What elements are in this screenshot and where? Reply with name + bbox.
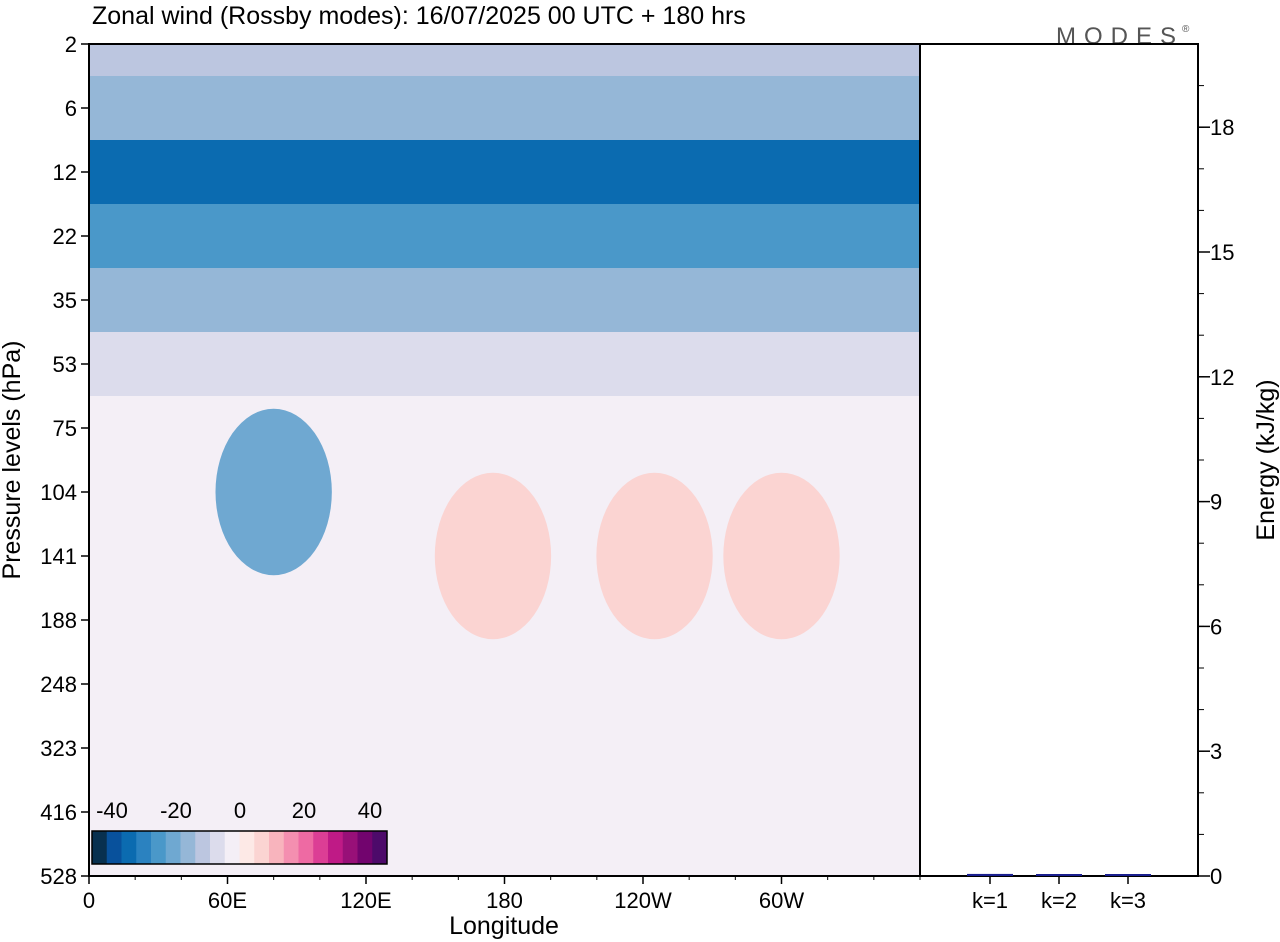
colorbar-cell bbox=[357, 831, 373, 864]
colorbar-label: -40 bbox=[96, 798, 128, 823]
colorbar-cell bbox=[239, 831, 255, 864]
energy-bars: k=1 k=2 k=3 bbox=[967, 873, 1151, 913]
colorbar-label: 40 bbox=[358, 798, 382, 823]
y-tick-label: 22 bbox=[53, 224, 77, 249]
wind-features bbox=[215, 408, 840, 640]
colorbar-frame bbox=[91, 830, 388, 865]
energy-bar-k=1 bbox=[967, 873, 1013, 876]
y-tick-label: 188 bbox=[40, 608, 77, 633]
wind-feature-1 bbox=[215, 408, 332, 576]
energy-tick-label: 3 bbox=[1210, 739, 1222, 764]
colorbar-cell bbox=[269, 831, 285, 864]
wind-band-6 bbox=[89, 76, 920, 140]
colorbar-cell bbox=[254, 831, 270, 864]
energy-tick-label: 6 bbox=[1210, 614, 1222, 639]
y-tick-label: 323 bbox=[40, 736, 77, 761]
x-tick-label: 60W bbox=[759, 888, 804, 913]
wind-band-53 bbox=[89, 332, 920, 396]
x-tick-label: 180 bbox=[486, 888, 523, 913]
wind-band-248 bbox=[89, 652, 920, 716]
modes-logo-mark: ® bbox=[1182, 24, 1190, 35]
energy-x-label: k=1 bbox=[972, 888, 1008, 913]
colorbar-cell bbox=[195, 831, 211, 864]
heatmap-x-axis: 0 60E 120E 180 120W 60W bbox=[83, 876, 921, 913]
wind-band-12 bbox=[89, 140, 920, 204]
x-tick-label: 120E bbox=[340, 888, 391, 913]
y-tick-label: 75 bbox=[53, 416, 77, 441]
wind-feature-3 bbox=[596, 472, 713, 640]
energy-x-label: k=3 bbox=[1110, 888, 1146, 913]
y-tick-label: 2 bbox=[65, 32, 77, 57]
energy-tick-label: 18 bbox=[1210, 115, 1234, 140]
energy-tick-label: 12 bbox=[1210, 365, 1234, 390]
colorbar-label: -20 bbox=[160, 798, 192, 823]
wind-band-75 bbox=[89, 396, 920, 460]
x-tick-label: 60E bbox=[208, 888, 247, 913]
colorbar-cell bbox=[180, 831, 196, 864]
colorbar-cell bbox=[92, 831, 108, 864]
colorbar-cell bbox=[328, 831, 344, 864]
colorbar-cell bbox=[106, 831, 122, 864]
colorbar-cell bbox=[298, 831, 314, 864]
colorbar-cell bbox=[372, 831, 388, 864]
x-tick-label: 120W bbox=[614, 888, 672, 913]
wind-band-323 bbox=[89, 716, 920, 780]
energy-bar-k=3 bbox=[1105, 874, 1151, 876]
colorbar-cell bbox=[165, 831, 181, 864]
y-tick-label: 53 bbox=[53, 352, 77, 377]
energy-panel bbox=[919, 43, 1199, 877]
y-tick-label: 528 bbox=[40, 864, 77, 889]
colorbar-cell bbox=[313, 831, 329, 864]
y-tick-label: 104 bbox=[40, 480, 77, 505]
colorbar-cell bbox=[210, 831, 226, 864]
y-tick-label: 248 bbox=[40, 672, 77, 697]
heatmap-y-label: Pressure levels (hPa) bbox=[0, 341, 26, 580]
colorbar-cell bbox=[283, 831, 299, 864]
energy-y-axis: 0 3 6 9 12 15 18 bbox=[1198, 85, 1234, 889]
energy-y-label: Energy (kJ/kg) bbox=[1252, 379, 1280, 540]
energy-x-label: k=2 bbox=[1041, 888, 1077, 913]
energy-tick-label: 9 bbox=[1210, 490, 1222, 515]
chart-title: Zonal wind (Rossby modes): 16/07/2025 00… bbox=[92, 2, 746, 30]
wind-band-35 bbox=[89, 268, 920, 332]
colorbar-cell bbox=[151, 831, 167, 864]
y-tick-label: 416 bbox=[40, 800, 77, 825]
y-tick-label: 6 bbox=[65, 96, 77, 121]
wind-band-22 bbox=[89, 204, 920, 268]
colorbar-cell bbox=[342, 831, 358, 864]
wind-bands bbox=[89, 44, 920, 876]
x-tick-label: 0 bbox=[83, 888, 95, 913]
heatmap-panel bbox=[89, 44, 920, 876]
y-tick-label: 35 bbox=[53, 288, 77, 313]
wind-feature-4 bbox=[723, 472, 840, 640]
wind-feature-2 bbox=[434, 472, 552, 640]
colorbar-cell bbox=[136, 831, 152, 864]
colorbar: -40 -20 0 20 40 bbox=[91, 798, 388, 865]
colorbar-cell bbox=[121, 831, 137, 864]
energy-tick-label: 0 bbox=[1210, 864, 1222, 889]
colorbar-label: 20 bbox=[292, 798, 316, 823]
heatmap-y-axis: 2 6 12 22 35 53 75 104 141 188 248 323 416 528 bbox=[40, 32, 89, 889]
wind-band-2 bbox=[89, 44, 920, 76]
energy-tick-label: 15 bbox=[1210, 240, 1234, 265]
colorbar-label: 0 bbox=[234, 798, 246, 823]
heatmap-x-label: Longitude bbox=[449, 912, 559, 940]
colorbar-cell bbox=[224, 831, 240, 864]
y-tick-label: 141 bbox=[40, 544, 77, 569]
y-tick-label: 12 bbox=[53, 160, 77, 185]
energy-bar-k=2 bbox=[1036, 874, 1082, 876]
